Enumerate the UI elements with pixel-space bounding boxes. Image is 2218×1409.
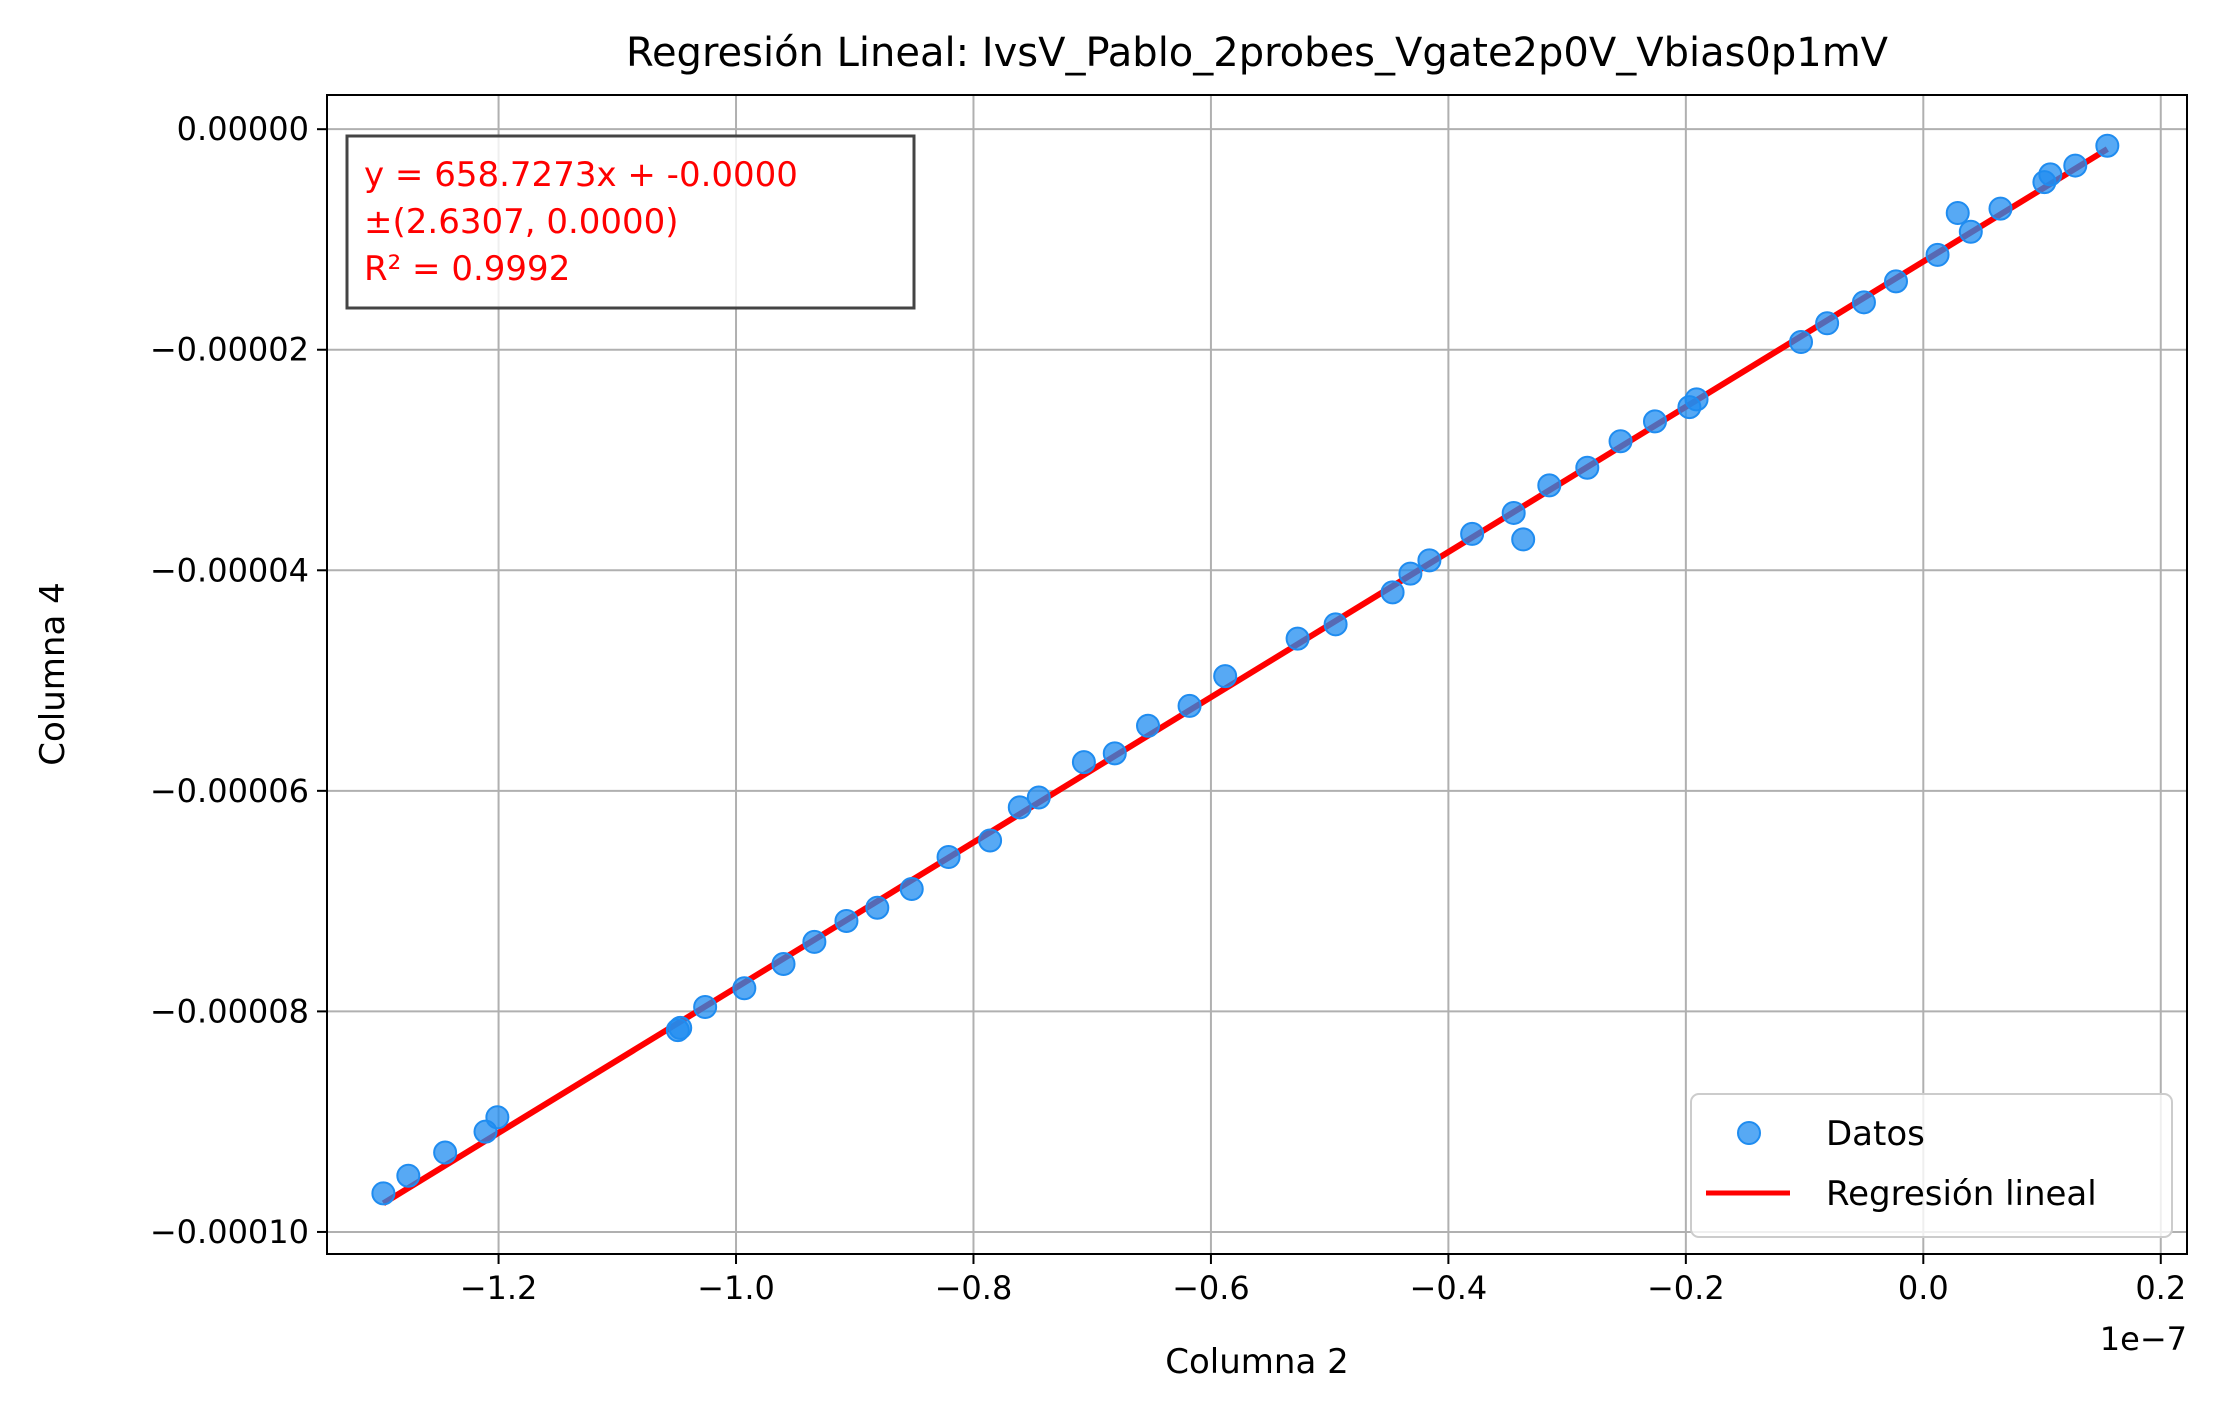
data-point: [899, 876, 924, 901]
annotation-box: y = 658.7273x + -0.0000 ±(2.6307, 0.0000…: [345, 134, 916, 310]
chart-title: Regresión Lineal: IvsV_Pablo_2probes_Vga…: [626, 30, 1889, 76]
x-tick-label: −0.8: [935, 1269, 1013, 1307]
data-point: [1213, 664, 1238, 689]
data-point: [2095, 133, 2120, 158]
data-point: [1988, 196, 2013, 221]
y-tick-label: −0.00004: [150, 551, 309, 589]
x-tick-label: −0.6: [1172, 1269, 1250, 1307]
data-point: [1285, 626, 1310, 651]
x-tick-label: −0.2: [1647, 1269, 1725, 1307]
data-point: [485, 1105, 510, 1130]
data-point: [936, 845, 961, 870]
x-axis-offset-text: 1e−7: [2100, 1320, 2187, 1358]
y-axis-ticks: 0.00000 −0.00002 −0.00004 −0.00006 −0.00008 −…: [150, 110, 327, 1251]
legend: Datos Regresión lineal: [1690, 1093, 2173, 1238]
data-point: [834, 908, 859, 933]
y-tick-label: −0.00002: [150, 331, 309, 369]
data-point: [396, 1163, 421, 1188]
data-point: [802, 929, 827, 954]
data-point: [2063, 153, 2088, 178]
data-point: [1945, 200, 1970, 225]
y-tick-label: −0.00010: [150, 1213, 309, 1251]
data-point: [668, 1015, 693, 1040]
data-point: [371, 1181, 396, 1206]
data-point: [1608, 429, 1633, 454]
data-point: [1417, 548, 1442, 573]
data-point: [978, 828, 1003, 853]
data-point: [771, 951, 796, 976]
data-point: [1883, 269, 1908, 294]
data-point: [732, 976, 757, 1001]
data-point: [433, 1140, 458, 1165]
y-axis-label: Columna 4: [33, 582, 73, 765]
legend-label-datos: Datos: [1826, 1114, 1925, 1154]
legend-marker-datos: [1737, 1121, 1761, 1145]
grid: [327, 95, 2187, 1254]
data-point: [1071, 750, 1096, 775]
data-point: [1958, 219, 1983, 244]
annotation-frame: [345, 134, 916, 310]
data-point: [1925, 242, 1950, 267]
data-point: [1136, 713, 1161, 738]
data-point: [1398, 561, 1423, 586]
x-axis-ticks: −1.2 −1.0 −0.8 −0.6 −0.4 −0.2 0.0 0.2: [460, 1254, 2186, 1307]
data-point: [1501, 500, 1526, 525]
data-point: [1460, 521, 1485, 546]
data-point: [1642, 409, 1667, 434]
plot-frame: [326, 94, 2188, 1255]
regression-r-squared: R² = 0.9992: [364, 249, 570, 289]
y-tick-label: 0.00000: [177, 110, 309, 148]
data-point: [1511, 527, 1536, 552]
data-point: [1380, 580, 1405, 605]
x-tick-label: 0.0: [1898, 1269, 1949, 1307]
data-point: [1177, 693, 1202, 718]
data-point: [1102, 741, 1127, 766]
data-point: [1575, 455, 1600, 480]
data-point: [693, 994, 718, 1019]
data-point: [1537, 473, 1562, 498]
x-tick-label: −0.4: [1410, 1269, 1488, 1307]
x-tick-label: 0.2: [2135, 1269, 2186, 1307]
data-point: [1323, 612, 1348, 637]
x-tick-label: −1.0: [697, 1269, 775, 1307]
regression-uncertainty: ±(2.6307, 0.0000): [364, 202, 679, 242]
data-point: [1815, 311, 1840, 336]
x-tick-label: −1.2: [460, 1269, 538, 1307]
data-point: [1684, 387, 1709, 412]
data-point: [2038, 162, 2063, 187]
legend-frame: [1690, 1093, 2173, 1238]
data-points: [371, 133, 2120, 1206]
data-point: [1026, 785, 1051, 810]
data-point: [1851, 290, 1876, 315]
x-axis-label: Columna 2: [1165, 1342, 1348, 1382]
legend-label-regresion: Regresión lineal: [1826, 1174, 2097, 1214]
data-point: [1007, 795, 1032, 820]
data-point: [1789, 330, 1814, 355]
regression-equation: y = 658.7273x + -0.0000: [364, 155, 798, 195]
y-tick-label: −0.00008: [150, 992, 309, 1030]
data-point: [865, 895, 890, 920]
y-tick-label: −0.00006: [150, 772, 309, 810]
